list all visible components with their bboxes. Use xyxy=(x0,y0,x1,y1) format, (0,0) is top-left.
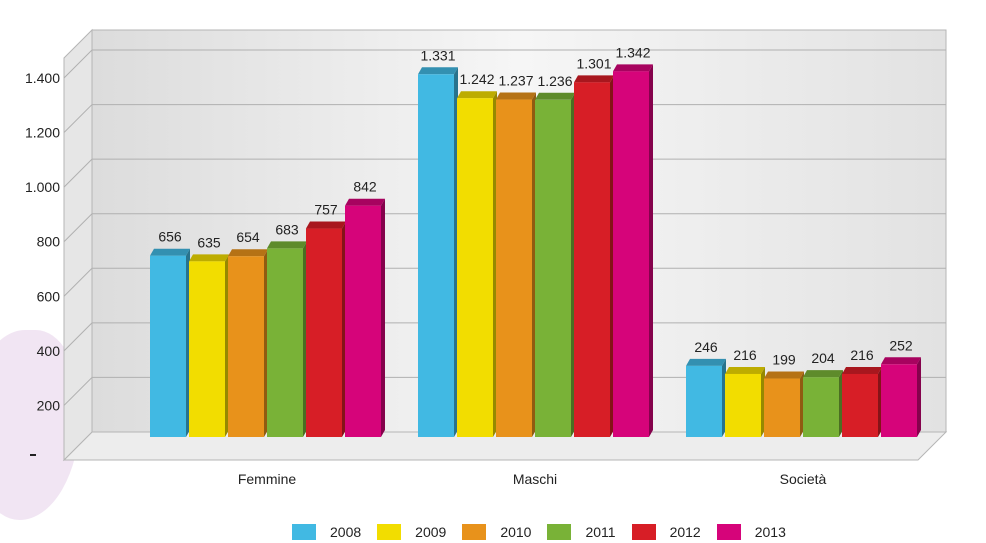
data-label: 1.242 xyxy=(459,71,494,87)
data-label: 204 xyxy=(811,350,835,366)
bar-femmine-2009 xyxy=(189,254,229,437)
y-tick-label: 400 xyxy=(37,343,61,359)
bar-società-2012 xyxy=(842,366,882,437)
legend-swatch xyxy=(292,524,316,540)
data-label: 683 xyxy=(275,221,299,237)
data-label: 757 xyxy=(314,202,338,218)
gridline-diagonal xyxy=(63,213,93,243)
data-label: 656 xyxy=(158,229,182,245)
y-tick-label: 1.200 xyxy=(25,125,60,141)
bar-società-2008 xyxy=(686,358,726,437)
data-label: 216 xyxy=(850,347,874,363)
data-label: 199 xyxy=(772,352,796,368)
bar-società-2010 xyxy=(764,371,804,437)
legend-item-2012: 2012 xyxy=(631,524,701,540)
chart-side-wall xyxy=(63,28,93,462)
gridline-diagonal xyxy=(63,267,93,297)
data-label: 654 xyxy=(236,229,260,245)
y-tick-label: 1.000 xyxy=(25,179,60,195)
bar-femmine-2013 xyxy=(345,198,385,437)
bar-femmine-2008 xyxy=(150,248,190,437)
bar-femmine-2012 xyxy=(306,221,346,437)
bar-maschi-2012 xyxy=(574,75,614,438)
legend-item-2009: 2009 xyxy=(377,524,446,540)
category-label-1: Maschi xyxy=(513,471,557,487)
data-label: 842 xyxy=(353,179,377,195)
chart-legend: 2008 2009 2010 2011 2012 2013 xyxy=(292,522,802,542)
data-label: 1.301 xyxy=(576,55,611,71)
data-label: 635 xyxy=(197,234,221,250)
legend-label: 2010 xyxy=(500,524,532,540)
legend-label: 2013 xyxy=(754,524,786,540)
gridline-diagonal xyxy=(63,377,93,406)
y-tick-label: 800 xyxy=(37,234,61,250)
legend-swatch xyxy=(631,524,656,540)
bar-chart: 200 400 600 800 1.000 1.200 1.400 656 635 654 683 7… xyxy=(25,28,948,487)
legend-item-2011: 2011 xyxy=(547,524,616,540)
bar-società-2009 xyxy=(725,366,765,437)
data-label: 252 xyxy=(889,337,913,353)
legend-label: 2009 xyxy=(415,524,447,540)
legend-swatch xyxy=(547,524,572,540)
legend-swatch xyxy=(716,524,741,540)
legend-label: 2011 xyxy=(585,524,616,540)
gridline-diagonal xyxy=(63,158,93,188)
gridline-diagonal xyxy=(63,49,93,79)
bar-maschi-2009 xyxy=(457,91,497,437)
data-label: 1.331 xyxy=(420,47,455,63)
bar-femmine-2011 xyxy=(267,241,307,437)
legend-item-2008: 2008 xyxy=(292,524,361,540)
data-label: 216 xyxy=(733,347,757,363)
bar-maschi-2008 xyxy=(418,67,458,438)
legend-swatch xyxy=(462,524,487,540)
data-label: 1.236 xyxy=(537,73,572,89)
legend-item-2013: 2013 xyxy=(716,524,786,540)
data-label: 1.237 xyxy=(498,73,533,89)
gridline-diagonal xyxy=(63,322,93,352)
gridline-diagonal xyxy=(63,104,93,133)
y-tick-label: 600 xyxy=(37,288,61,304)
y-tick-label: 1.400 xyxy=(25,70,60,86)
data-label: 246 xyxy=(694,339,718,355)
bar-femmine-2010 xyxy=(228,249,268,437)
data-label: 1.342 xyxy=(615,44,650,60)
y-tick-label: 200 xyxy=(37,397,61,413)
category-label-2: Società xyxy=(780,471,827,487)
bar-società-2013 xyxy=(881,357,921,437)
legend-item-2010: 2010 xyxy=(462,524,531,540)
legend-label: 2012 xyxy=(669,524,701,540)
legend-swatch xyxy=(377,524,402,540)
bar-maschi-2011 xyxy=(535,92,575,437)
bar-maschi-2013 xyxy=(613,64,653,437)
bar-maschi-2010 xyxy=(496,92,536,438)
category-label-0: Femmine xyxy=(238,471,297,487)
bar-società-2011 xyxy=(803,370,843,437)
legend-label: 2008 xyxy=(330,524,362,540)
